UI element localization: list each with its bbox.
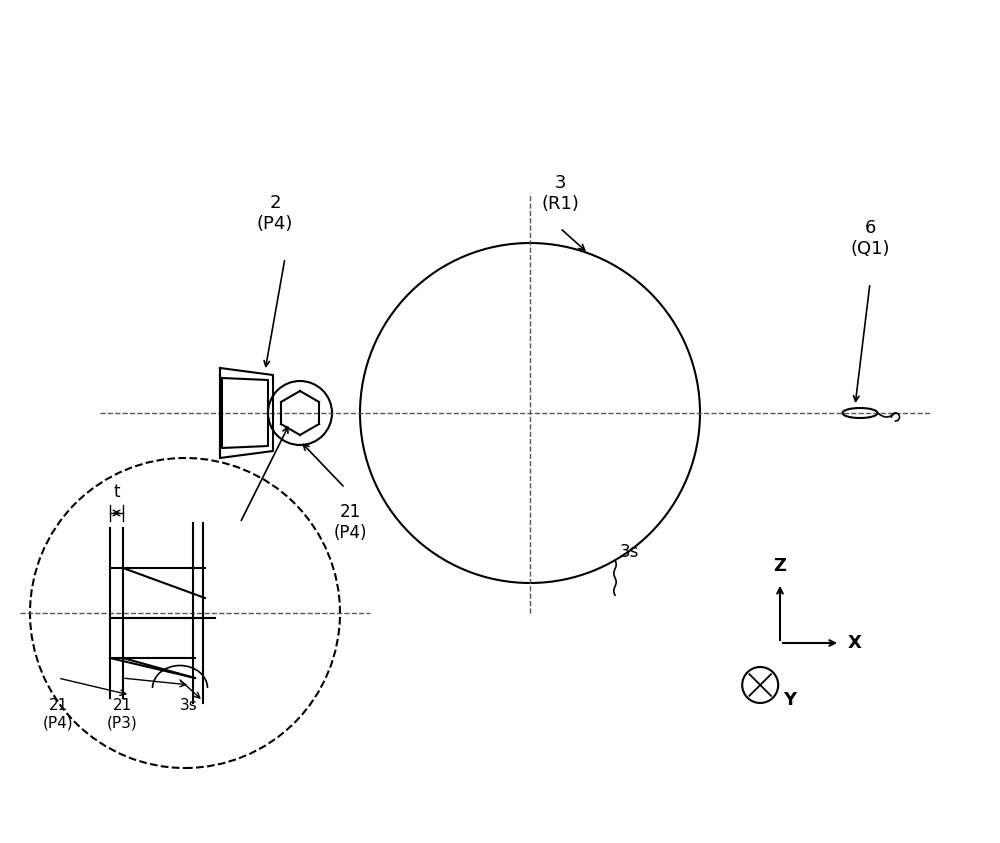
Text: 3
(R1): 3 (R1) (541, 175, 579, 213)
Text: 6
(Q1): 6 (Q1) (850, 219, 890, 258)
Text: 3s: 3s (620, 543, 639, 561)
Text: X: X (848, 634, 862, 652)
Text: t: t (113, 483, 120, 501)
Text: 21
(P3): 21 (P3) (107, 698, 137, 730)
Text: 2
(P4): 2 (P4) (257, 194, 293, 233)
Text: 21
(P4): 21 (P4) (43, 698, 73, 730)
Text: Z: Z (774, 557, 786, 575)
Text: 21
(P4): 21 (P4) (333, 503, 367, 542)
Text: 3s: 3s (180, 698, 198, 713)
Text: Y: Y (783, 691, 796, 709)
